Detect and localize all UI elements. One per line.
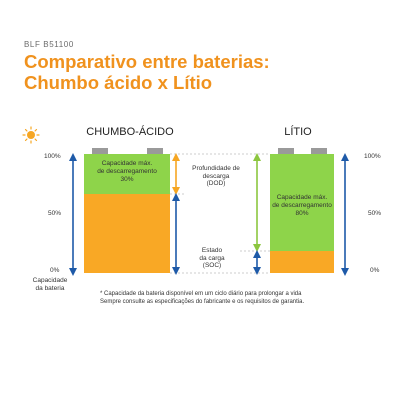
lead-acid-usable-capacity-fill (84, 154, 170, 194)
page-title-line-1: Comparativo entre baterias: (24, 51, 270, 72)
lead-acid-max-discharge-line-1: Capacidade máx. (101, 160, 153, 167)
lead-acid-terminal-left (92, 148, 108, 154)
dod-label-line-1: Profundidade de (192, 165, 240, 172)
lead-acid-max-discharge-value: 30% (120, 176, 134, 183)
lithium-battery-name: LÍTIO (284, 126, 312, 138)
page-title-line-2: Chumbo ácido x Lítio (24, 72, 213, 93)
lithium-battery (270, 148, 334, 273)
footnote: * Capacidade da bateria disponível em um… (100, 290, 400, 306)
left-tick-0: 0% (50, 267, 60, 274)
lithium-terminal-right (311, 148, 327, 154)
lithium-usable-capacity-fill (270, 154, 334, 251)
footnote-line-1: * Capacidade da bateria disponível em um… (100, 291, 302, 297)
lead-acid-reserve-fill (84, 194, 170, 273)
right-tick-50: 50% (368, 210, 382, 217)
right-tick-100: 100% (364, 153, 381, 160)
dod-label-line-3: (DOD) (206, 180, 226, 187)
lead-acid-battery (84, 148, 170, 273)
document-code: BLF B51100 (24, 40, 74, 49)
battery-capacity-label-line-1: Capacidade (32, 277, 68, 284)
dod-label-line-2: descarga (202, 172, 230, 180)
lithium-max-discharge-label: Capacidade máx. de descarregamento 80% (268, 194, 336, 218)
lithium-reserve-fill (270, 251, 334, 273)
lead-acid-max-discharge-label: Capacidade máx. de descarregamento 30% (84, 160, 170, 184)
right-tick-0: 0% (370, 267, 380, 274)
lead-acid-battery-name: CHUMBO-ÁCIDO (86, 126, 174, 138)
lithium-max-discharge-value: 80% (295, 210, 309, 217)
sun-icon (22, 126, 40, 144)
left-tick-100: 100% (44, 153, 61, 160)
dod-label: Profundidade de descarga (DOD) (182, 165, 250, 188)
battery-capacity-label: Capacidade da bateria (26, 277, 74, 293)
lithium-terminal-left (278, 148, 294, 154)
lead-acid-terminal-right (147, 148, 163, 154)
soc-label-line-1: Estado (201, 247, 223, 254)
soc-label: Estado da carga (SOC) (184, 247, 240, 270)
soc-label-line-2: da carga (199, 254, 225, 262)
lithium-max-discharge-line-1: Capacidade máx. (276, 194, 328, 201)
lithium-max-discharge-line-2: de descarregamento (272, 202, 332, 209)
soc-label-line-3: (SOC) (202, 262, 222, 269)
left-tick-50: 50% (48, 210, 62, 217)
lead-acid-max-discharge-line-2: de descarregamento (97, 168, 157, 175)
footnote-line-2: Sempre consulte as especificações do fab… (100, 299, 305, 305)
battery-capacity-label-line-2: da bateria (35, 285, 65, 292)
